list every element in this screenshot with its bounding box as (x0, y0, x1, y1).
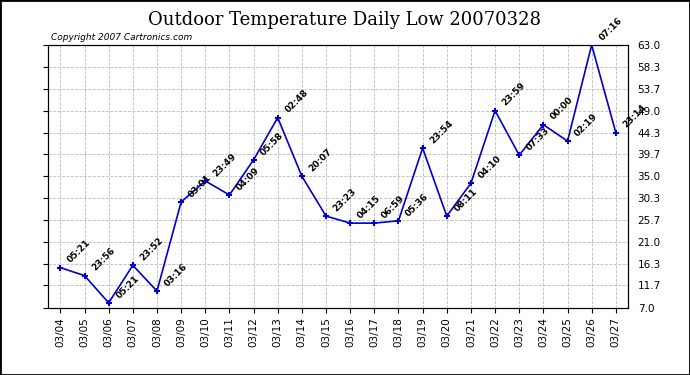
Text: 00:00: 00:00 (549, 96, 575, 122)
Text: 23:56: 23:56 (90, 246, 117, 273)
Text: 06:59: 06:59 (380, 194, 406, 220)
Text: 23:49: 23:49 (211, 152, 237, 178)
Text: 04:10: 04:10 (477, 154, 503, 180)
Text: 03:01: 03:01 (187, 173, 213, 199)
Text: 23:54: 23:54 (428, 118, 455, 146)
Text: Copyright 2007 Cartronics.com: Copyright 2007 Cartronics.com (51, 33, 193, 42)
Text: 02:48: 02:48 (284, 88, 310, 115)
Text: 05:36: 05:36 (404, 192, 431, 218)
Text: 23:23: 23:23 (332, 187, 358, 213)
Text: 20:07: 20:07 (308, 147, 334, 174)
Text: 23:14: 23:14 (622, 103, 648, 130)
Text: 08:11: 08:11 (453, 187, 479, 213)
Text: 02:19: 02:19 (573, 112, 600, 138)
Text: 05:21: 05:21 (115, 273, 141, 300)
Text: 07:33: 07:33 (525, 126, 551, 152)
Text: 04:09: 04:09 (235, 166, 262, 192)
Text: 05:58: 05:58 (259, 130, 286, 157)
Text: 23:52: 23:52 (139, 236, 165, 262)
Text: 07:16: 07:16 (598, 16, 624, 42)
Text: 05:21: 05:21 (66, 238, 92, 265)
Text: 23:59: 23:59 (501, 81, 527, 108)
Text: 03:16: 03:16 (163, 262, 189, 288)
Text: 04:15: 04:15 (356, 194, 382, 220)
Text: Outdoor Temperature Daily Low 20070328: Outdoor Temperature Daily Low 20070328 (148, 11, 542, 29)
